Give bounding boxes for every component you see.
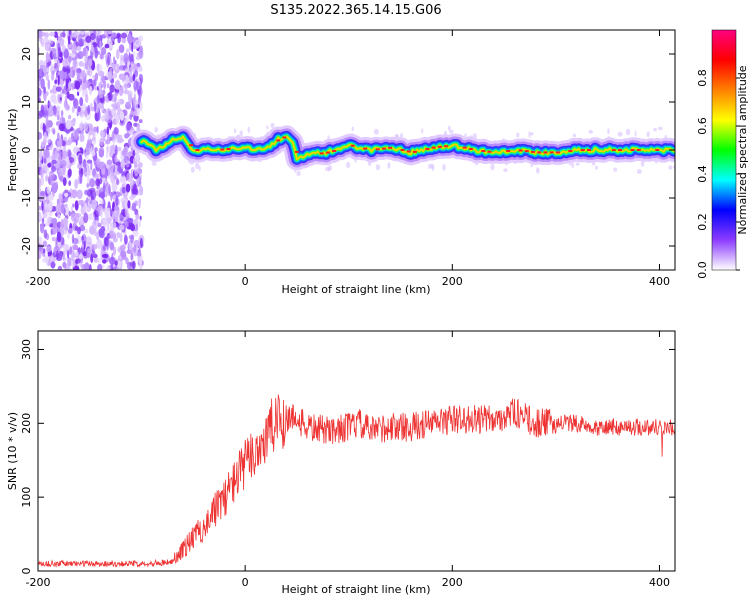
- y-tick-label: 100: [20, 487, 33, 508]
- spectrogram-panel: -200 0 200 400 -20 -10 0 10 20 Height of straigh…: [6, 29, 676, 296]
- y-tick-label: 10: [20, 95, 33, 109]
- colorbar-tick-label: 0.0: [696, 261, 709, 279]
- spectral-ridge: [130, 125, 675, 171]
- colorbar-tick-label: 0.8: [696, 69, 709, 87]
- x-tick-label: 400: [649, 576, 670, 589]
- colorbar: 0.0 0.2 0.4 0.6 0.8 Normalized spectral ampl…: [696, 29, 749, 279]
- colorbar-frame: [711, 29, 737, 271]
- colorbar-label: Normalized spectral amplitude: [736, 65, 749, 234]
- spectrogram-ylabel: Frequency (Hz): [6, 109, 19, 192]
- colorbar-tick-label: 0.4: [696, 165, 709, 183]
- y-tick-label: 200: [20, 413, 33, 434]
- y-tick-label: 0: [20, 147, 33, 154]
- spectrogram-xlabel: Height of straight line (km): [281, 283, 430, 296]
- y-tick-label: -10: [20, 189, 33, 207]
- chart-title: S135.2022.365.14.15.G06: [270, 3, 441, 18]
- snr-frame: [37, 330, 676, 572]
- x-tick-label: -200: [26, 576, 51, 589]
- x-tick-label: -200: [26, 275, 51, 288]
- spectrogram-ticks: -200 0 200 400 -20 -10 0 10 20: [20, 30, 675, 288]
- colorbar-ticks: 0.0 0.2 0.4 0.6 0.8: [696, 69, 740, 279]
- y-tick-label: 0: [20, 568, 33, 575]
- x-tick-label: 200: [442, 576, 463, 589]
- snr-plot-area: [38, 394, 675, 568]
- colorbar-gradient: [712, 30, 736, 270]
- spectrogram-plot-area: [38, 30, 675, 270]
- snr-ylabel: SNR (10 * v/v): [6, 412, 19, 490]
- snr-series-line: [38, 394, 675, 568]
- y-tick-label: 300: [20, 339, 33, 360]
- y-tick-label: -20: [20, 237, 33, 255]
- colorbar-tick-label: 0.6: [696, 117, 709, 135]
- y-tick-label: 20: [20, 47, 33, 61]
- x-tick-label: 400: [649, 275, 670, 288]
- x-tick-label: 200: [442, 275, 463, 288]
- x-tick-label: 0: [242, 576, 249, 589]
- snr-xlabel: Height of straight line (km): [281, 583, 430, 596]
- x-tick-label: 0: [242, 275, 249, 288]
- colorbar-tick-label: 0.2: [696, 213, 709, 231]
- noise-speckles: [38, 30, 675, 270]
